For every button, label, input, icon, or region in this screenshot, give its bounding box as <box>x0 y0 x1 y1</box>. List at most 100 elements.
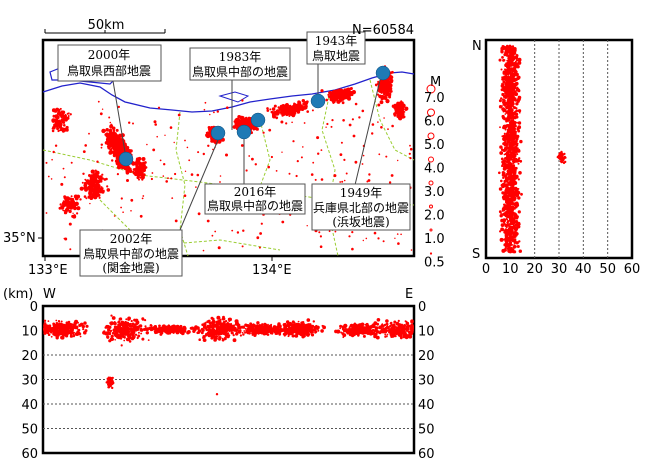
quake-dot <box>228 317 232 322</box>
quake-dot <box>513 146 516 149</box>
quake-dot <box>503 181 506 184</box>
quake-dot <box>196 173 200 177</box>
quake-dot <box>334 230 337 233</box>
quake-dot <box>101 173 104 176</box>
quake-dot <box>303 122 306 124</box>
quake-dot <box>219 175 222 177</box>
quake-dot <box>76 212 79 215</box>
quake-dot <box>513 52 516 55</box>
quake-dot <box>502 98 505 102</box>
quake-dot <box>504 215 507 218</box>
quake-dot <box>514 145 518 149</box>
quake-dot <box>508 211 512 216</box>
quake-dot <box>224 320 228 323</box>
quake-dot <box>131 322 135 326</box>
quake-dot <box>47 333 51 337</box>
quake-dot <box>83 181 87 186</box>
quake-dot <box>294 334 299 338</box>
quake-dot <box>502 71 506 75</box>
quake-dot <box>505 210 509 214</box>
quake-dot <box>66 202 71 207</box>
quake-dot <box>254 163 257 166</box>
quake-dot <box>501 105 504 107</box>
quake-dot <box>509 171 511 174</box>
quake-dot <box>291 334 295 338</box>
event-2000 <box>118 151 134 167</box>
quake-dot <box>244 331 246 334</box>
quake-dot <box>83 330 87 335</box>
quake-dot <box>382 84 386 88</box>
quake-dot <box>117 105 121 109</box>
quake-dot <box>389 324 392 328</box>
quake-dot <box>333 174 337 178</box>
quake-dot <box>344 89 348 92</box>
quake-dot <box>52 327 55 331</box>
quake-dot <box>256 321 260 325</box>
quake-dot <box>515 59 519 62</box>
quake-dot <box>509 48 511 50</box>
quake-dot <box>219 181 221 183</box>
quake-dot <box>273 104 277 108</box>
quake-dot <box>512 103 515 105</box>
quake-dot <box>130 210 132 212</box>
quake-dot <box>128 169 133 174</box>
quake-dot <box>91 185 94 189</box>
quake-dot <box>210 126 214 129</box>
quake-dot <box>374 326 379 330</box>
quake-dot <box>512 158 516 162</box>
quake-dot <box>235 321 239 326</box>
quake-dot <box>518 148 521 151</box>
quake-dot <box>138 178 140 181</box>
quake-dot <box>350 93 354 97</box>
quake-dot <box>513 190 518 194</box>
quake-dot <box>394 237 396 239</box>
quake-dot <box>184 139 186 142</box>
quake-dot <box>177 330 180 334</box>
quake-dot <box>362 154 365 157</box>
quake-dot <box>518 110 521 112</box>
quake-dot <box>223 337 227 341</box>
quake-dot <box>230 322 233 325</box>
quake-dot <box>240 325 244 329</box>
quake-dot <box>239 120 243 123</box>
quake-dot <box>346 328 351 333</box>
quake-dot <box>134 333 138 336</box>
quake-dot <box>138 324 143 328</box>
quake-dot <box>115 155 120 160</box>
ns-depth-tick: 60 <box>624 262 641 277</box>
quake-dot <box>59 203 62 206</box>
quake-dot <box>348 235 351 238</box>
quake-dot <box>197 329 202 333</box>
quake-dot <box>60 182 64 186</box>
quake-dot <box>213 328 216 331</box>
ns-depth-tick: 0 <box>482 262 490 277</box>
quake-dot <box>245 119 248 122</box>
annotation-2000: 2000年 鳥取県西部地震 <box>57 44 162 82</box>
quake-dot <box>275 116 279 120</box>
quake-dot <box>144 319 147 322</box>
quake-dot <box>385 83 389 87</box>
quake-dot <box>331 90 335 94</box>
quake-dot <box>498 58 502 62</box>
ns-depth-tick: 30 <box>551 262 568 277</box>
quake-dot <box>268 128 272 132</box>
quake-dot <box>503 104 507 107</box>
quake-dot <box>57 320 61 323</box>
quake-dot <box>499 126 501 129</box>
quake-dot <box>50 335 53 338</box>
quake-dot <box>501 164 504 168</box>
quake-dot <box>173 330 176 333</box>
quake-dot <box>360 331 362 333</box>
magnitude-symbol <box>427 132 435 140</box>
quake-dot <box>91 193 94 196</box>
quake-dot <box>293 103 296 107</box>
quake-dot <box>517 178 520 181</box>
quake-dot <box>270 155 273 159</box>
quake-dot <box>386 333 389 336</box>
quake-dot <box>213 111 215 114</box>
quake-dot <box>200 331 204 335</box>
quake-dot <box>150 326 154 330</box>
quake-dot <box>98 196 101 199</box>
quake-dot <box>139 214 143 218</box>
quake-dot <box>97 193 100 196</box>
